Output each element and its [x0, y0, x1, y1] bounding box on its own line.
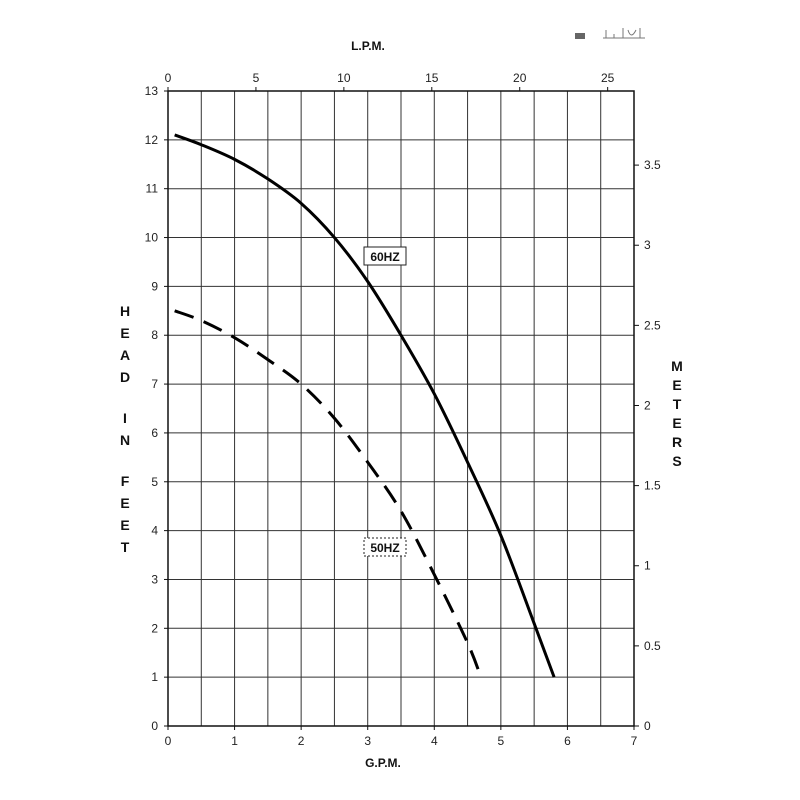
- x-axis-top: 0 5 10 15 20 25 L.P.M.: [165, 39, 615, 91]
- pump-diagram-icon: [575, 28, 645, 39]
- x-top-tick-label: 10: [337, 71, 351, 85]
- series-label-text: 50HZ: [370, 541, 399, 555]
- y-axis-left-title-letter: T: [121, 539, 130, 555]
- y-axis-left-title-letter: N: [120, 432, 130, 448]
- y-left-tick-label: 0: [151, 719, 158, 733]
- y-left-tick-label: 3: [151, 572, 158, 586]
- x-bottom-tick-label: 0: [165, 734, 172, 748]
- x-bottom-tick-label: 4: [431, 734, 438, 748]
- y-axis-right-title-letter: E: [672, 377, 681, 393]
- y-axis-left-title-letter: H: [120, 303, 130, 319]
- x-bottom-tick-label: 3: [364, 734, 371, 748]
- series-label-text: 60HZ: [370, 250, 399, 264]
- x-top-tick-label: 5: [253, 71, 260, 85]
- series-line-50hz: [174, 309, 483, 678]
- y-right-tick-label: 0: [644, 719, 651, 733]
- y-right-tick-label: 2.5: [644, 318, 661, 332]
- series-label-60hz: 60HZ: [363, 246, 407, 266]
- y-left-tick-label: 12: [145, 133, 159, 147]
- y-axis-left-title-letter: D: [120, 369, 130, 385]
- y-left-tick-label: 6: [151, 426, 158, 440]
- y-left-tick-label: 7: [151, 377, 158, 391]
- y-axis-right-title-letter: S: [672, 453, 681, 469]
- y-axis-right-title-letter: T: [673, 396, 682, 412]
- x-bottom-tick-label: 1: [231, 734, 238, 748]
- series-line-60hz: [174, 133, 556, 678]
- y-right-tick-label: 1.5: [644, 479, 661, 493]
- plot-frame: [167, 90, 635, 727]
- y-left-tick-label: 10: [145, 231, 159, 245]
- x-axis-top-title: L.P.M.: [351, 39, 385, 53]
- series-label-50hz: 50HZ: [363, 537, 407, 557]
- y-axis-left-title-letter: E: [120, 517, 129, 533]
- series-label-box: [363, 246, 407, 266]
- y-left-tick-label: 11: [146, 182, 159, 196]
- y-axis-right-title-letter: R: [672, 434, 682, 450]
- grid: [167, 90, 635, 727]
- y-axis-left-title-letter: E: [120, 325, 129, 341]
- y-right-tick-label: 1: [644, 559, 651, 573]
- y-left-tick-label: 8: [151, 328, 158, 342]
- y-axis-left-title-letter: I: [123, 410, 127, 426]
- y-axis-right-title-letter: M: [671, 358, 683, 374]
- series-group: [174, 133, 556, 678]
- y-left-tick-label: 9: [151, 279, 158, 293]
- y-axis-left-title-letter: E: [120, 495, 129, 511]
- y-left-tick-label: 13: [145, 84, 159, 98]
- y-left-tick-label: 2: [151, 621, 158, 635]
- y-right-tick-label: 0.5: [644, 639, 661, 653]
- x-bottom-tick-label: 6: [564, 734, 571, 748]
- y-axis-right-title-letter: E: [672, 415, 681, 431]
- x-top-tick-label: 20: [513, 71, 527, 85]
- series-label-box: [363, 537, 407, 557]
- x-bottom-tick-label: 5: [498, 734, 505, 748]
- y-axis-left-title-letter: A: [120, 347, 130, 363]
- y-right-tick-label: 3.5: [644, 158, 661, 172]
- y-axis-left-title-letter: F: [121, 473, 130, 489]
- y-axis-right: 0 0.5 1 1.5 2 2.5 3 3.5: [634, 158, 661, 733]
- x-bottom-tick-label: 7: [631, 734, 638, 748]
- x-top-tick-label: 15: [425, 71, 439, 85]
- x-top-tick-label: 0: [165, 71, 172, 85]
- y-right-tick-label: 2: [644, 398, 651, 412]
- x-bottom-tick-label: 2: [298, 734, 305, 748]
- y-left-tick-label: 5: [151, 475, 158, 489]
- y-right-tick-label: 3: [644, 238, 651, 252]
- x-top-tick-label: 25: [601, 71, 615, 85]
- x-axis-bottom: 0 1 2 3 4 5 6 7 G.P.M.: [165, 726, 638, 770]
- x-axis-bottom-title: G.P.M.: [365, 756, 401, 770]
- y-left-tick-label: 1: [151, 670, 158, 684]
- y-left-tick-label: 4: [151, 524, 158, 538]
